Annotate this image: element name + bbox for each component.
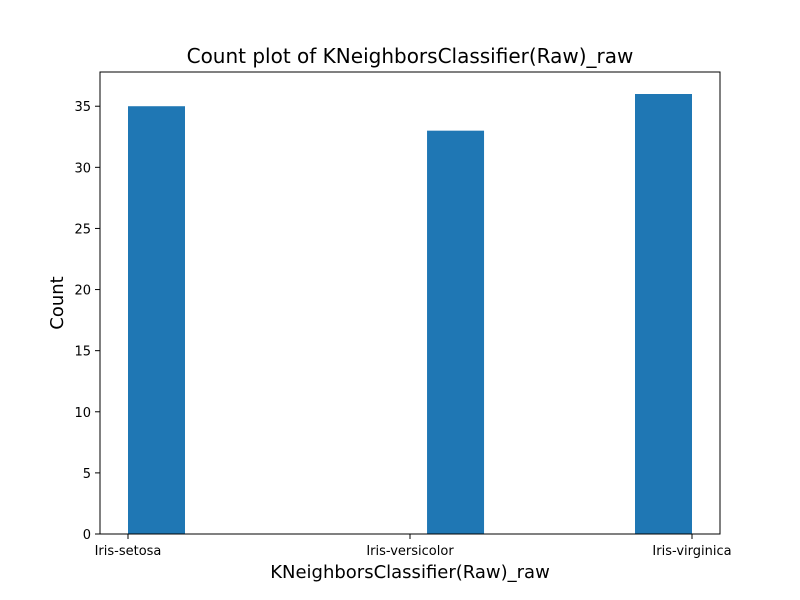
y-tick-label: 5 — [83, 467, 91, 482]
y-tick-label: 20 — [74, 284, 91, 299]
y-tick-label: 15 — [74, 345, 91, 360]
y-tick-label: 10 — [74, 406, 91, 421]
chart-title: Count plot of KNeighborsClassifier(Raw)_… — [187, 44, 634, 68]
x-tick-label-iris-setosa: Iris-setosa — [95, 544, 162, 559]
y-axis-label: Count — [47, 276, 68, 329]
x-axis-label: KNeighborsClassifier(Raw)_raw — [270, 562, 550, 583]
y-axis-ticks: 0 5 10 15 20 25 30 35 — [74, 100, 100, 543]
plot-area-frame — [99, 71, 721, 535]
bar-iris-setosa — [128, 106, 185, 534]
bar-iris-virginica — [635, 94, 692, 534]
y-tick-label: 30 — [74, 161, 91, 176]
y-tick-label: 35 — [74, 100, 91, 115]
x-tick-label-iris-virginica: Iris-virginica — [652, 544, 731, 559]
bars-group — [128, 94, 692, 534]
bar-iris-versicolor — [427, 130, 485, 534]
y-tick-label: 25 — [74, 222, 91, 237]
y-tick-label: 0 — [83, 528, 91, 543]
x-tick-label-iris-versicolor: Iris-versicolor — [366, 544, 454, 559]
x-axis-ticks: Iris-setosa Iris-versicolor Iris-virginica — [95, 534, 732, 559]
